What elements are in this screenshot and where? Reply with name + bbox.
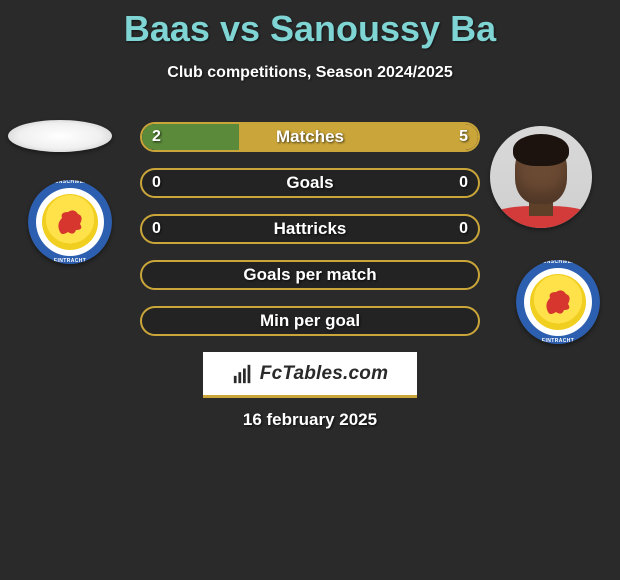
page-title: Baas vs Sanoussy Ba: [0, 0, 620, 50]
brand-watermark: FcTables.com: [203, 352, 417, 398]
stat-label: Hattricks: [142, 216, 478, 242]
stat-row: Goals per match: [140, 260, 480, 290]
stat-row: Matches2 5: [140, 122, 480, 152]
footer-date: 16 february 2025: [0, 410, 620, 430]
subtitle: Club competitions, Season 2024/2025: [0, 64, 620, 82]
comparison-chart: Matches25Goals00Hattricks00Goals per mat…: [140, 122, 480, 352]
stat-value-right: 0: [459, 216, 468, 242]
club-badge-right: BRAUNSCHWEIGER EINTRACHT: [516, 260, 600, 344]
stat-label: Goals per match: [142, 262, 478, 288]
stat-label: Matches: [142, 124, 478, 150]
stat-value-left: 2: [152, 124, 161, 150]
stat-value-right: 5: [459, 124, 468, 150]
stat-value-right: 0: [459, 170, 468, 196]
player-left-placeholder: [8, 120, 112, 152]
stat-value-left: 0: [152, 216, 161, 242]
brand-text: FcTables.com: [260, 363, 388, 385]
club-badge-left: BRAUNSCHWEIGER EINTRACHT: [28, 180, 112, 264]
stat-row: Goals0 0: [140, 168, 480, 198]
lion-icon: [538, 282, 578, 322]
stat-row: Min per goal: [140, 306, 480, 336]
chart-bars-icon: [232, 363, 254, 385]
stat-value-left: 0: [152, 170, 161, 196]
stat-row: Hattricks0 0: [140, 214, 480, 244]
player-right-avatar: [490, 126, 592, 228]
lion-icon: [50, 202, 90, 242]
stat-label: Goals: [142, 170, 478, 196]
stat-label: Min per goal: [142, 308, 478, 334]
